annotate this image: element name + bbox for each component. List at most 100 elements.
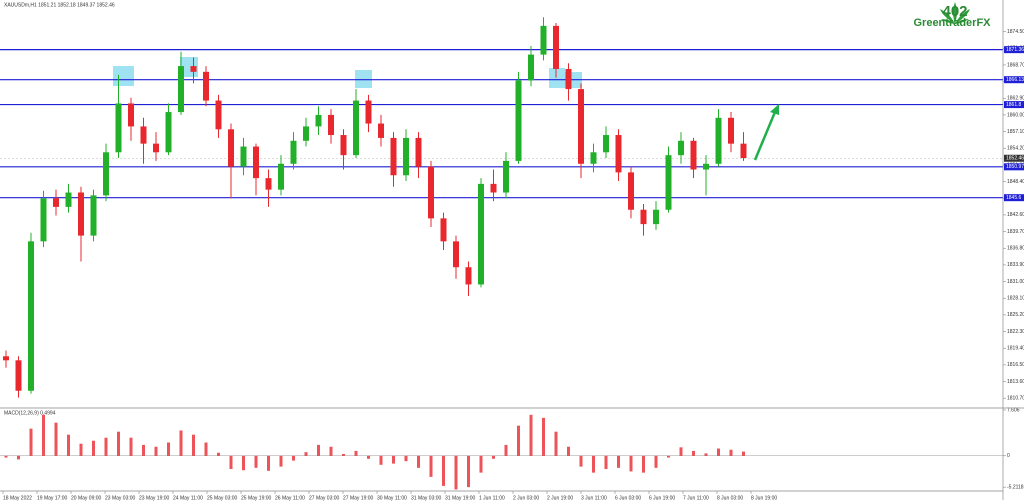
candle-body <box>740 143 747 159</box>
candle-body <box>15 360 22 391</box>
candle-body <box>203 71 209 101</box>
level-label: 1850.97 <box>1006 164 1024 170</box>
x-tick-label: 8 Jun 19:00 <box>751 495 777 501</box>
candle-body <box>165 112 172 153</box>
indicator-bar <box>604 455 608 470</box>
indicator-bar <box>692 450 695 456</box>
indicator-bar <box>342 453 345 456</box>
candle-body <box>265 178 272 190</box>
chart-title: XAUUSDm,H1 1851.21 1852.18 1849.37 1852.… <box>4 2 115 8</box>
indicator-bar <box>217 452 220 456</box>
candle-body <box>290 140 297 164</box>
candle-body <box>665 155 672 210</box>
candle-body <box>578 89 584 164</box>
indicator-bar <box>642 455 645 473</box>
x-tick-label: 3 Jun 11:00 <box>581 495 607 501</box>
indicator-bar <box>29 428 33 456</box>
indicator-bar <box>492 455 495 459</box>
candle-body <box>315 114 322 127</box>
indicator-bar <box>142 444 145 456</box>
indicator-bar <box>242 455 245 471</box>
indicator-bar <box>192 434 195 456</box>
indicator-bar <box>104 437 108 456</box>
indicator-bar <box>454 455 458 490</box>
candle-body <box>528 54 534 81</box>
candle-body <box>465 267 472 285</box>
level-label-box <box>1004 46 1024 54</box>
candle-body <box>590 152 597 164</box>
x-tick-label: 19 May 17:00 <box>37 495 68 501</box>
indicator-tick-label: -5.2118 <box>1007 484 1024 490</box>
indicator-bar <box>579 455 583 467</box>
indicator-bar <box>392 455 395 464</box>
candle-body <box>365 100 372 124</box>
indicator-bar <box>179 430 183 456</box>
indicator-bar <box>567 446 570 456</box>
candle-body <box>653 209 659 225</box>
candle-body <box>390 137 397 176</box>
x-tick-label: 25 May 03:00 <box>207 495 238 501</box>
candle-body <box>340 135 347 156</box>
indicator-bar <box>79 443 83 456</box>
indicator-bar <box>429 455 433 477</box>
x-tick-label: 6 Jun 03:00 <box>615 495 641 501</box>
x-tick-label: 31 May 19:00 <box>445 495 476 501</box>
x-tick-label: 31 May 03:00 <box>411 495 442 501</box>
candle-body <box>128 103 134 127</box>
candle-body <box>378 123 384 138</box>
x-tick-label: 2 Jun 19:00 <box>547 495 573 501</box>
y-tick-label: 1857.10 <box>1007 129 1024 135</box>
indicator-bar <box>129 437 133 456</box>
candle-body <box>415 137 422 167</box>
indicator-bar <box>17 455 20 460</box>
x-tick-label: 8 Jun 03:00 <box>717 495 743 501</box>
indicator-bar <box>704 453 708 456</box>
indicator-bar <box>742 451 745 456</box>
x-tick-label: 1 Jun 11:00 <box>479 495 505 501</box>
candle-body <box>278 163 284 190</box>
level-label-box <box>1004 76 1024 84</box>
y-tick-label: 1816.50 <box>1007 362 1024 368</box>
y-tick-label: 1836.80 <box>1007 246 1024 252</box>
candle-body <box>140 126 147 144</box>
indicator-tick-label: 0 <box>1007 453 1010 459</box>
indicator-bar <box>404 455 408 462</box>
indicator-tick-label: 7.606 <box>1007 407 1020 413</box>
indicator-bar <box>717 448 720 456</box>
indicator-title: MACD(12,26,9) 0.4994 <box>4 410 56 416</box>
indicator-bar <box>554 431 558 456</box>
y-tick-label: 1828.10 <box>1007 296 1024 302</box>
indicator-bar <box>542 417 545 456</box>
y-tick-label: 1810.70 <box>1007 396 1024 402</box>
candle-body <box>253 146 259 179</box>
candle-body <box>240 146 247 167</box>
candle-body <box>678 140 684 156</box>
indicator-bar <box>154 446 158 456</box>
candle-body <box>515 80 522 161</box>
candle-body <box>540 25 547 55</box>
candle-body <box>115 103 122 153</box>
indicator-bar <box>304 452 308 456</box>
candle-body <box>40 198 47 242</box>
indicator-bar <box>417 455 420 468</box>
indicator-bar <box>92 440 95 456</box>
x-tick-label: 27 May 03:00 <box>309 495 340 501</box>
indicator-bar <box>367 455 370 459</box>
indicator-bar <box>379 455 383 465</box>
indicator-bar <box>67 434 70 456</box>
candle-body <box>715 117 722 164</box>
indicator-bar <box>679 447 683 456</box>
indicator-bar <box>317 444 320 456</box>
y-tick-label: 1868.70 <box>1007 62 1024 68</box>
indicator-bar <box>467 455 470 488</box>
x-tick-label: 30 May 11:00 <box>377 495 407 501</box>
y-tick-label: 1839.70 <box>1007 229 1024 235</box>
indicator-bar <box>229 455 233 470</box>
candle-body <box>353 100 359 156</box>
current-price-box <box>1004 154 1024 162</box>
candle-body <box>403 137 409 176</box>
indicator-bar <box>54 422 58 456</box>
logo-name: GreentraderFX <box>913 17 991 29</box>
candle-body <box>53 198 59 207</box>
